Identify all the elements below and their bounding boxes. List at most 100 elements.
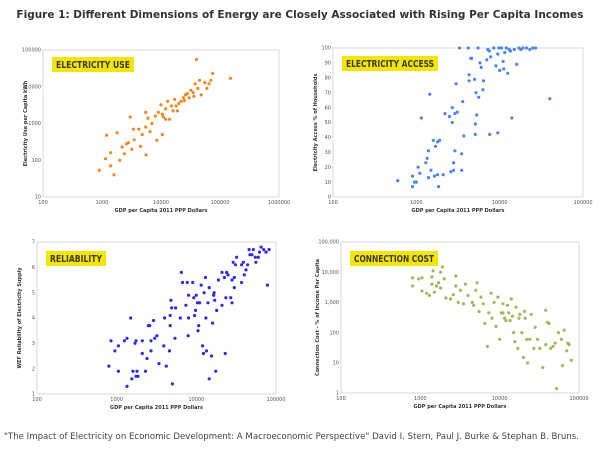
data-point (156, 110, 160, 114)
data-point (105, 133, 109, 137)
data-point (194, 57, 199, 62)
data-point (498, 68, 502, 72)
data-point (144, 153, 148, 157)
y-axis-label: Electricity Access % of Households (313, 74, 319, 172)
data-point (517, 316, 521, 320)
data-point (501, 311, 505, 315)
data-point (125, 336, 129, 340)
data-point (195, 301, 199, 305)
data-point (174, 104, 178, 108)
data-point (481, 88, 485, 92)
data-point (162, 344, 166, 348)
data-point (481, 302, 485, 306)
data-point (452, 168, 456, 172)
y-tick-label: 0 (328, 195, 331, 201)
data-point (220, 303, 224, 307)
data-point (474, 288, 478, 292)
data-point (206, 301, 210, 305)
data-point (457, 46, 462, 50)
data-point (510, 314, 515, 318)
data-point (439, 270, 443, 274)
data-point (199, 93, 203, 97)
data-point (414, 180, 418, 184)
data-point (179, 99, 183, 103)
data-point (523, 316, 527, 320)
x-tick-label: 10000 (492, 396, 508, 402)
x-tick-label: 1000 (96, 200, 109, 206)
x-axis-label: GDP per Capita 2011 PPP Dollars (110, 405, 203, 411)
x-axis-label: GDP per Capita 2011 PPP Dollars (115, 208, 208, 214)
data-point (194, 308, 198, 312)
data-point (475, 281, 479, 285)
data-point (130, 377, 134, 381)
data-point (144, 110, 148, 114)
data-point (501, 302, 505, 306)
y-tick-label: 10 (325, 180, 331, 186)
data-point (169, 298, 173, 302)
y-tick-label: 1 (336, 391, 339, 397)
figure-title: Figure 1: Different Dimensions of Energy… (16, 9, 584, 21)
data-point (184, 303, 188, 307)
data-point (232, 275, 236, 280)
data-point (191, 90, 195, 94)
y-tick-label: 100 (321, 46, 331, 52)
data-point (418, 171, 422, 175)
data-point (229, 296, 233, 300)
data-point (150, 121, 154, 126)
data-point (225, 270, 229, 274)
data-point (164, 364, 168, 368)
data-point (247, 248, 251, 252)
data-point (475, 113, 479, 117)
data-point (220, 270, 224, 274)
data-point (265, 283, 269, 287)
data-point (128, 115, 132, 119)
data-point (211, 321, 215, 325)
data-point (489, 55, 493, 59)
data-point (163, 316, 167, 320)
data-point (544, 343, 548, 347)
data-point (419, 116, 423, 120)
source-caption: "The Impact of Electricity on Economic D… (4, 432, 579, 442)
data-point (436, 173, 440, 177)
y-tick-label: 70 (325, 90, 331, 96)
data-point (148, 130, 152, 134)
data-point (556, 331, 561, 335)
data-point (140, 133, 144, 137)
data-point (196, 86, 200, 90)
data-point (441, 173, 445, 177)
data-point (502, 316, 507, 320)
data-point (231, 260, 235, 264)
data-point (159, 103, 163, 107)
data-point (506, 71, 510, 75)
data-point (483, 321, 487, 326)
data-point (148, 324, 152, 328)
data-point (244, 268, 248, 272)
data-point (222, 275, 226, 280)
data-point (487, 49, 491, 53)
data-point (191, 280, 195, 285)
data-point (520, 331, 524, 335)
y-tick-label: 80 (325, 76, 331, 82)
data-point (125, 384, 129, 388)
data-point (104, 157, 108, 161)
data-point (560, 364, 565, 368)
data-point (434, 284, 439, 288)
y-tick-label: 60 (325, 105, 331, 111)
data-point (429, 168, 433, 172)
data-point (262, 248, 266, 252)
data-point (246, 263, 250, 267)
data-point (175, 109, 179, 113)
y-tick-label: 40 (325, 135, 331, 141)
data-point (510, 116, 514, 120)
data-point (166, 99, 170, 103)
y-axis-label: Electricity Use per Capita kWh (23, 80, 29, 166)
data-point (514, 305, 518, 309)
data-point (467, 79, 471, 83)
data-point (462, 134, 466, 138)
data-point (189, 88, 193, 92)
y-tick-label: 100 (31, 158, 41, 164)
data-point (192, 296, 196, 300)
data-point (196, 329, 200, 333)
data-point (257, 250, 262, 254)
data-point (455, 110, 459, 114)
